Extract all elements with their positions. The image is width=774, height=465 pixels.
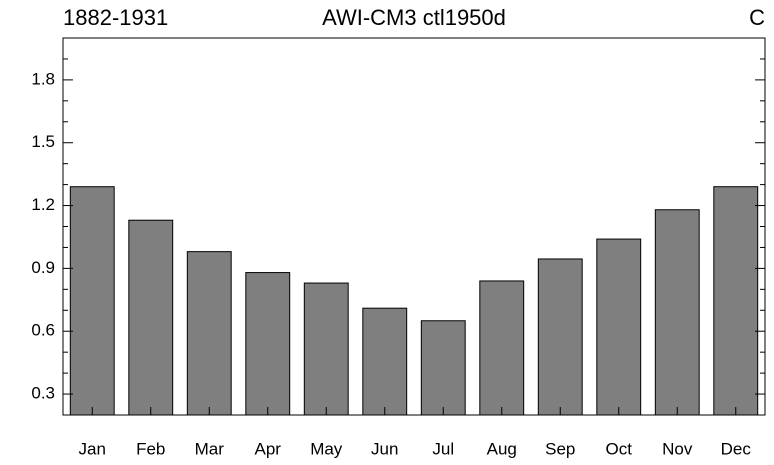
y-tick-label: 0.9 [31, 258, 55, 277]
bar [69, 186, 115, 416]
right-title: C [749, 5, 765, 30]
x-tick-label: Feb [136, 439, 165, 458]
bar [362, 307, 408, 416]
y-tick-label: 1.2 [31, 195, 55, 214]
x-tick-label: Sep [545, 439, 575, 458]
x-tick-label: Apr [255, 439, 282, 458]
x-tick-label: Jul [432, 439, 454, 458]
y-tick-label: 1.5 [31, 132, 55, 151]
plot-frame [62, 37, 766, 416]
bar [479, 280, 525, 416]
left-title: 1882-1931 [63, 5, 168, 30]
bar [713, 186, 759, 416]
bar [537, 258, 583, 416]
x-tick-label: Nov [662, 439, 693, 458]
bar [654, 209, 700, 416]
chart-title: AWI-CM3 ctl1950d [322, 5, 506, 30]
bar [186, 251, 232, 416]
x-tick-label: Dec [721, 439, 752, 458]
bar [245, 272, 291, 416]
bar [420, 320, 466, 416]
x-tick-label: May [310, 439, 343, 458]
y-tick-label: 0.6 [31, 321, 55, 340]
bar [128, 219, 174, 416]
x-tick-label: Jan [79, 439, 106, 458]
x-tick-label: Oct [606, 439, 633, 458]
bar [303, 282, 349, 416]
x-tick-label: Mar [195, 439, 225, 458]
y-tick-label: 1.8 [31, 69, 55, 88]
x-tick-label: Jun [371, 439, 398, 458]
y-tick-label: 0.3 [31, 384, 55, 403]
bar [596, 238, 642, 416]
x-tick-label: Aug [487, 439, 517, 458]
